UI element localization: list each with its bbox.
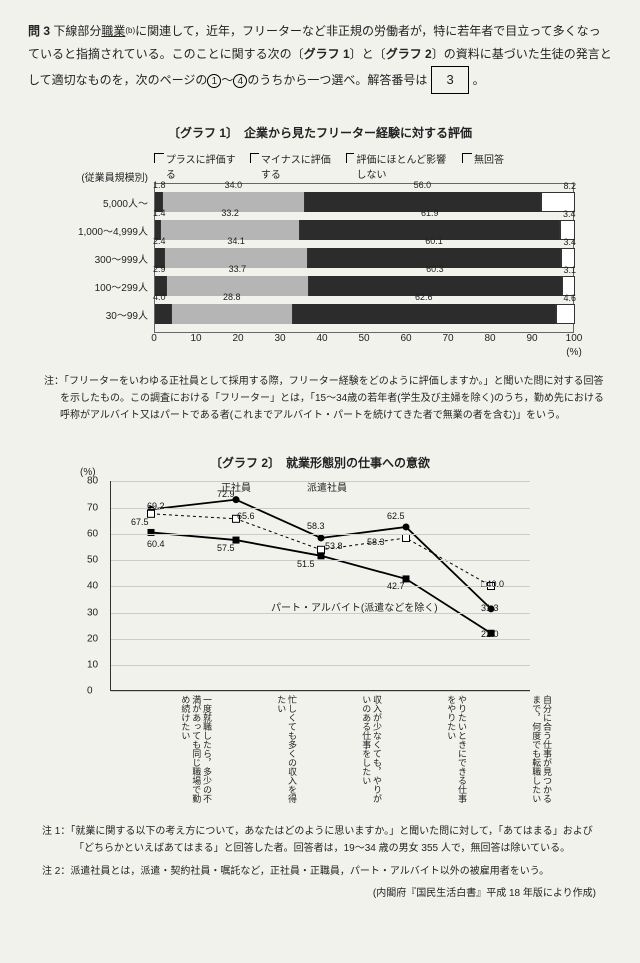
legend-item: マイナスに評価する (261, 151, 340, 181)
chart1-xtick: 30 (274, 333, 285, 344)
chart2-note1: 注 1：「就業に関する以下の考え方について，あなたはどのように思いますか。」と聞… (28, 823, 612, 857)
chart1-value: 1.8 (153, 180, 166, 190)
chart2-note2: 注 2：派遣社員とは，派遣・契約社員・嘱託など，正社員・正職員，パート・アルバイ… (28, 863, 612, 880)
chart1-xtick: 40 (316, 333, 327, 344)
chart1-value: 61.9 (421, 208, 439, 218)
chart2-point-label: 58.3 (367, 537, 385, 547)
chart2-ytick: 20 (87, 633, 98, 644)
legend-item: 評価にほとんど影響しない (356, 151, 456, 181)
chart2-category: 一度就職したら，多少の不満があっても同じ職場で勤め続けたい (142, 695, 212, 805)
chart1-value: 4.0 (153, 292, 166, 302)
underlined-term: 職業 (101, 24, 125, 38)
chart2-plot: 01020304050607080正社員派遣社員パート・アルバイト(派遣などを除… (110, 481, 530, 691)
chart2-title: 〔グラフ 2〕 就業形態別の仕事への意欲 (28, 454, 612, 471)
chart1-row-label: 5,000人～ (68, 195, 148, 210)
chart1-value: 3.1 (563, 265, 576, 275)
sub-b: (b) (125, 26, 135, 35)
chart1-xtick: 100 (566, 333, 583, 344)
chart2-category: やりたいときにできる仕事をやりたい (397, 695, 467, 805)
chart2-point-label: 57.5 (217, 543, 235, 553)
chart2-point-label: 65.6 (237, 511, 255, 521)
chart1-bar-row: 2.434.160.13.4 (155, 248, 575, 268)
question-text: 問 3 下線部分職業(b)に関連して，近年，フリーターなど非正規の労働者が，特に… (28, 20, 612, 94)
legend-item: 無回答 (474, 151, 504, 166)
legend-item: プラスに評価する (166, 151, 244, 181)
answer-number-box: 3 (431, 66, 468, 95)
chart2-category: 自分に合う仕事が見つかるまで，何度でも転職したい (482, 695, 552, 805)
chart1-title: 〔グラフ 1〕 企業から見たフリーター経験に対する評価 (28, 124, 612, 141)
chart2-source: (内閣府『国民生活白書』平成 18 年版により作成) (28, 884, 612, 899)
chart1-value: 3.4 (563, 237, 576, 247)
chart2-point-label: 72.9 (217, 489, 235, 499)
chart1: プラスに評価するマイナスに評価する評価にほとんど影響しない 無回答 (従業員規模別… (64, 151, 612, 359)
chart2-ytick: 50 (87, 555, 98, 566)
chart2-ytick: 0 (87, 686, 93, 697)
chart1-value: 60.1 (425, 236, 443, 246)
chart1-xtick: 90 (526, 333, 537, 344)
chart1-value: 28.8 (223, 292, 241, 302)
chart2-ytick: 70 (87, 502, 98, 513)
chart1-value: 4.6 (563, 293, 576, 303)
chart1-xtick: 60 (400, 333, 411, 344)
chart2-point-label: 69.2 (147, 501, 165, 511)
chart1-value: 1.4 (153, 208, 166, 218)
chart2-ytick: 60 (87, 528, 98, 539)
chart1-bar-row: 1.433.261.93.4 (155, 220, 575, 240)
chart2-point-label: 62.5 (387, 511, 405, 521)
chart1-value: 62.6 (415, 292, 433, 302)
chart1-side-label: (従業員規模別) (68, 169, 148, 184)
series-label: 派遣社員 (307, 479, 347, 494)
chart1-row-label: 30～99人 (68, 307, 148, 322)
chart1-xtick: 20 (232, 333, 243, 344)
chart1-row-label: 300～999人 (68, 251, 148, 266)
chart1-bar-row: 2.933.760.33.1 (155, 276, 575, 296)
chart1-xtick: 10 (190, 333, 201, 344)
chart1-value: 3.4 (563, 209, 576, 219)
chart2-ytick: 80 (87, 476, 98, 487)
chart2-point-label: 53.8 (325, 541, 343, 551)
chart2-point-label: 67.5 (131, 517, 149, 527)
series-label: パート・アルバイト(派遣などを除く) (271, 599, 438, 614)
chart1-value: 2.4 (153, 236, 166, 246)
chart1-legend: プラスに評価するマイナスに評価する評価にほとんど影響しない 無回答 (154, 151, 612, 181)
chart2-ytick: 10 (87, 660, 98, 671)
chart2-category: 忙しくても多くの収入を得たい (227, 695, 297, 805)
chart1-note: 注：「フリーターをいわゆる正社員として採用する際，フリーター経験をどのように評価… (28, 373, 612, 424)
chart2-point-label: □40.0 (481, 579, 504, 589)
chart2-point-label: 51.5 (297, 559, 315, 569)
chart1-x-axis: 0102030405060708090100(%) (154, 333, 574, 359)
chart2-category: 収入が少なくても，やりがいのある仕事をしたい (312, 695, 382, 805)
chart2-ytick: 40 (87, 581, 98, 592)
chart1-value: 33.7 (229, 264, 247, 274)
chart2-point-label: 22.0 (481, 629, 499, 639)
question-number: 問 3 (28, 24, 50, 38)
chart2-ytick: 30 (87, 607, 98, 618)
choice-1: 1 (207, 74, 221, 88)
chart1-value: 8.2 (563, 181, 576, 191)
chart1-value: 33.2 (221, 208, 239, 218)
chart1-bar-row: 1.834.056.08.2 (155, 192, 575, 212)
chart1-value: 34.1 (227, 236, 245, 246)
chart1-value: 60.3 (426, 264, 444, 274)
chart1-xtick: 50 (358, 333, 369, 344)
chart1-xtick: 80 (484, 333, 495, 344)
chart1-xtick: 0 (151, 333, 157, 344)
chart1-value: 2.9 (153, 264, 166, 274)
choice-4: 4 (233, 74, 247, 88)
chart1-xunit: (%) (566, 347, 582, 358)
chart2-point-label: 58.3 (307, 521, 325, 531)
chart1-value: 56.0 (414, 180, 432, 190)
chart2-point-label: 31.3 (481, 603, 499, 613)
chart1-xtick: 70 (442, 333, 453, 344)
chart2-point-label: 60.4 (147, 539, 165, 549)
chart2-point-label: 42.7 (387, 581, 405, 591)
chart1-value: 34.0 (225, 180, 243, 190)
chart1-bar-row: 4.028.862.64.6 (155, 304, 575, 324)
chart1-plot: 1.834.056.08.21.433.261.93.42.434.160.13… (154, 183, 574, 333)
chart1-row-label: 100～299人 (68, 279, 148, 294)
chart1-row-label: 1,000～4,999人 (68, 223, 148, 238)
